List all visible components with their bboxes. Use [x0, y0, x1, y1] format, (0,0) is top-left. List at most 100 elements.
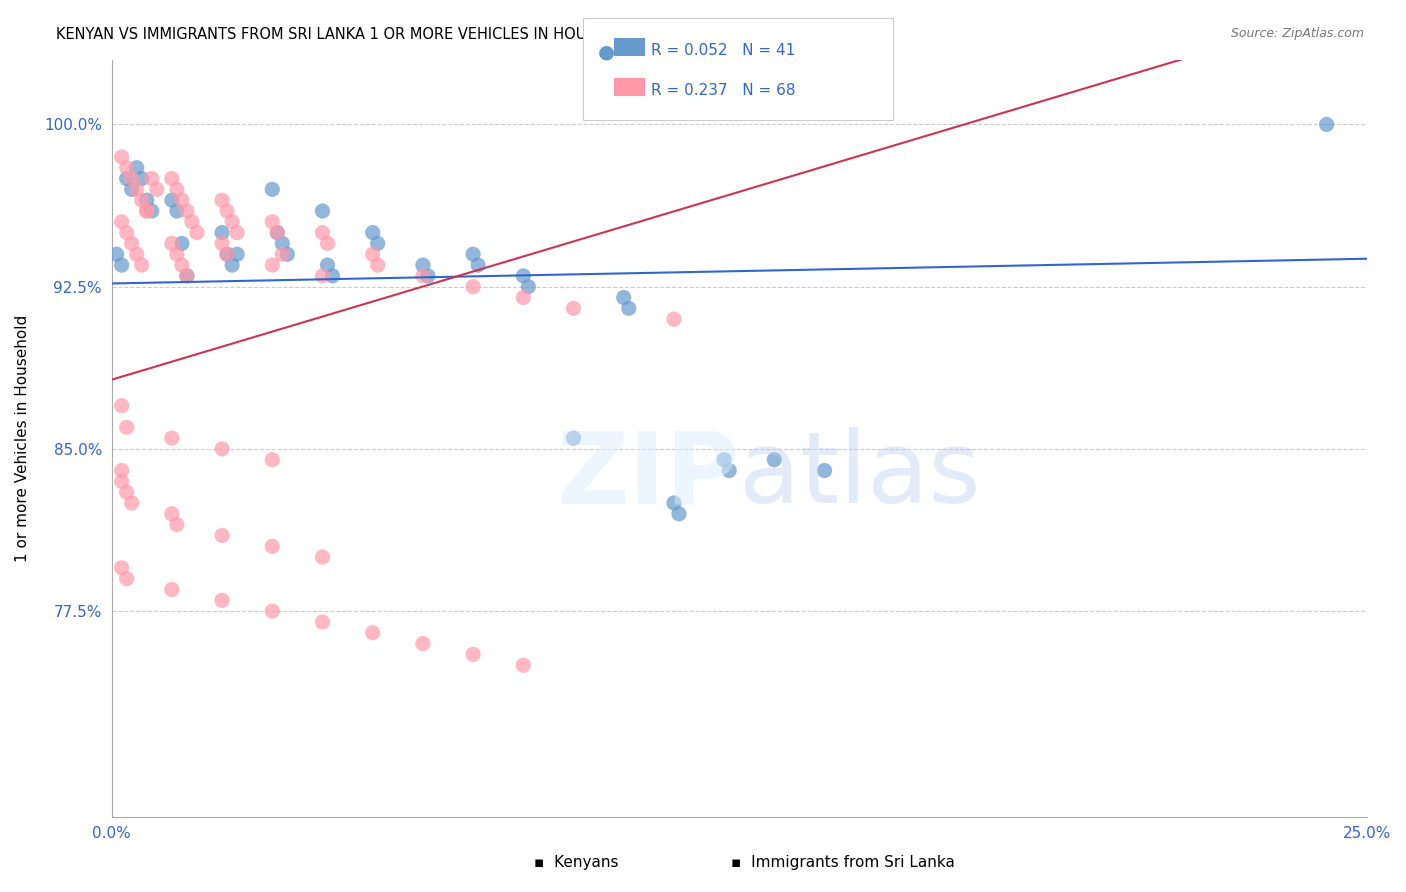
Point: [135, 204, 157, 219]
Point: [141, 204, 163, 219]
Point: [160, 507, 183, 521]
Point: [166, 204, 188, 219]
Point: [262, 258, 284, 272]
Text: KENYAN VS IMMIGRANTS FROM SRI LANKA 1 OR MORE VEHICLES IN HOUSEHOLD CORRELATION : KENYAN VS IMMIGRANTS FROM SRI LANKA 1 OR…: [56, 27, 810, 42]
Point: [316, 236, 339, 251]
Point: [166, 182, 188, 196]
Point: [135, 193, 157, 207]
Point: [160, 236, 183, 251]
Point: [512, 291, 534, 305]
Point: [562, 301, 585, 316]
Point: [311, 268, 333, 283]
Point: [211, 226, 233, 240]
Point: [276, 247, 298, 261]
Point: [763, 452, 786, 467]
Point: [316, 258, 339, 272]
Point: [367, 236, 389, 251]
Point: [367, 258, 389, 272]
Text: ▪  Kenyans: ▪ Kenyans: [534, 855, 619, 870]
Point: [211, 528, 233, 542]
Point: [311, 615, 333, 629]
Point: [160, 171, 183, 186]
Point: [211, 442, 233, 456]
Point: [461, 247, 484, 261]
Point: [211, 193, 233, 207]
Point: [412, 636, 434, 650]
Point: [262, 539, 284, 553]
Point: [361, 226, 384, 240]
Point: [217, 247, 239, 261]
Point: [115, 161, 138, 175]
Point: [322, 268, 344, 283]
Text: Source: ZipAtlas.com: Source: ZipAtlas.com: [1230, 27, 1364, 40]
Point: [176, 204, 198, 219]
Point: [361, 247, 384, 261]
Point: [226, 226, 249, 240]
Point: [217, 247, 239, 261]
Point: [105, 247, 128, 261]
Point: [131, 193, 153, 207]
Text: ZIP: ZIP: [557, 427, 740, 524]
Point: [221, 215, 243, 229]
Point: [311, 204, 333, 219]
Point: [181, 215, 204, 229]
Text: R = 0.052   N = 41: R = 0.052 N = 41: [651, 43, 796, 58]
Point: [121, 182, 143, 196]
Point: [271, 236, 294, 251]
Point: [226, 247, 249, 261]
Point: [121, 496, 143, 510]
Point: [412, 268, 434, 283]
Point: [412, 258, 434, 272]
Point: [111, 215, 134, 229]
Point: [131, 258, 153, 272]
Text: R = 0.237   N = 68: R = 0.237 N = 68: [651, 83, 796, 98]
Point: [662, 312, 685, 326]
Point: [266, 226, 288, 240]
Point: [1316, 118, 1339, 132]
Point: [262, 182, 284, 196]
Point: [115, 485, 138, 500]
Point: [461, 648, 484, 662]
Point: [311, 550, 333, 565]
Point: [121, 171, 143, 186]
Point: [517, 279, 540, 293]
Point: [111, 399, 134, 413]
Point: [617, 301, 640, 316]
Point: [115, 420, 138, 434]
Point: [166, 247, 188, 261]
Point: [467, 258, 489, 272]
Point: [111, 464, 134, 478]
Point: [111, 475, 134, 489]
Point: [135, 204, 157, 219]
Point: [146, 182, 169, 196]
Point: [166, 517, 188, 532]
Point: [668, 507, 690, 521]
Point: [115, 171, 138, 186]
Point: [170, 236, 193, 251]
Text: atlas: atlas: [740, 427, 981, 524]
Point: [176, 268, 198, 283]
Point: [221, 258, 243, 272]
Point: [170, 193, 193, 207]
Point: [111, 258, 134, 272]
Point: [111, 561, 134, 575]
Point: [262, 452, 284, 467]
Point: [512, 658, 534, 673]
Point: [217, 204, 239, 219]
Point: [713, 452, 735, 467]
Point: [271, 247, 294, 261]
Point: [562, 431, 585, 445]
Point: [311, 226, 333, 240]
Point: [813, 464, 835, 478]
Point: [211, 236, 233, 251]
Point: [262, 604, 284, 618]
Point: [125, 182, 148, 196]
Point: [141, 171, 163, 186]
Text: ●: ●: [598, 43, 614, 62]
Point: [121, 236, 143, 251]
Point: [266, 226, 288, 240]
Point: [131, 171, 153, 186]
Point: [176, 268, 198, 283]
Point: [111, 150, 134, 164]
Point: [160, 582, 183, 597]
